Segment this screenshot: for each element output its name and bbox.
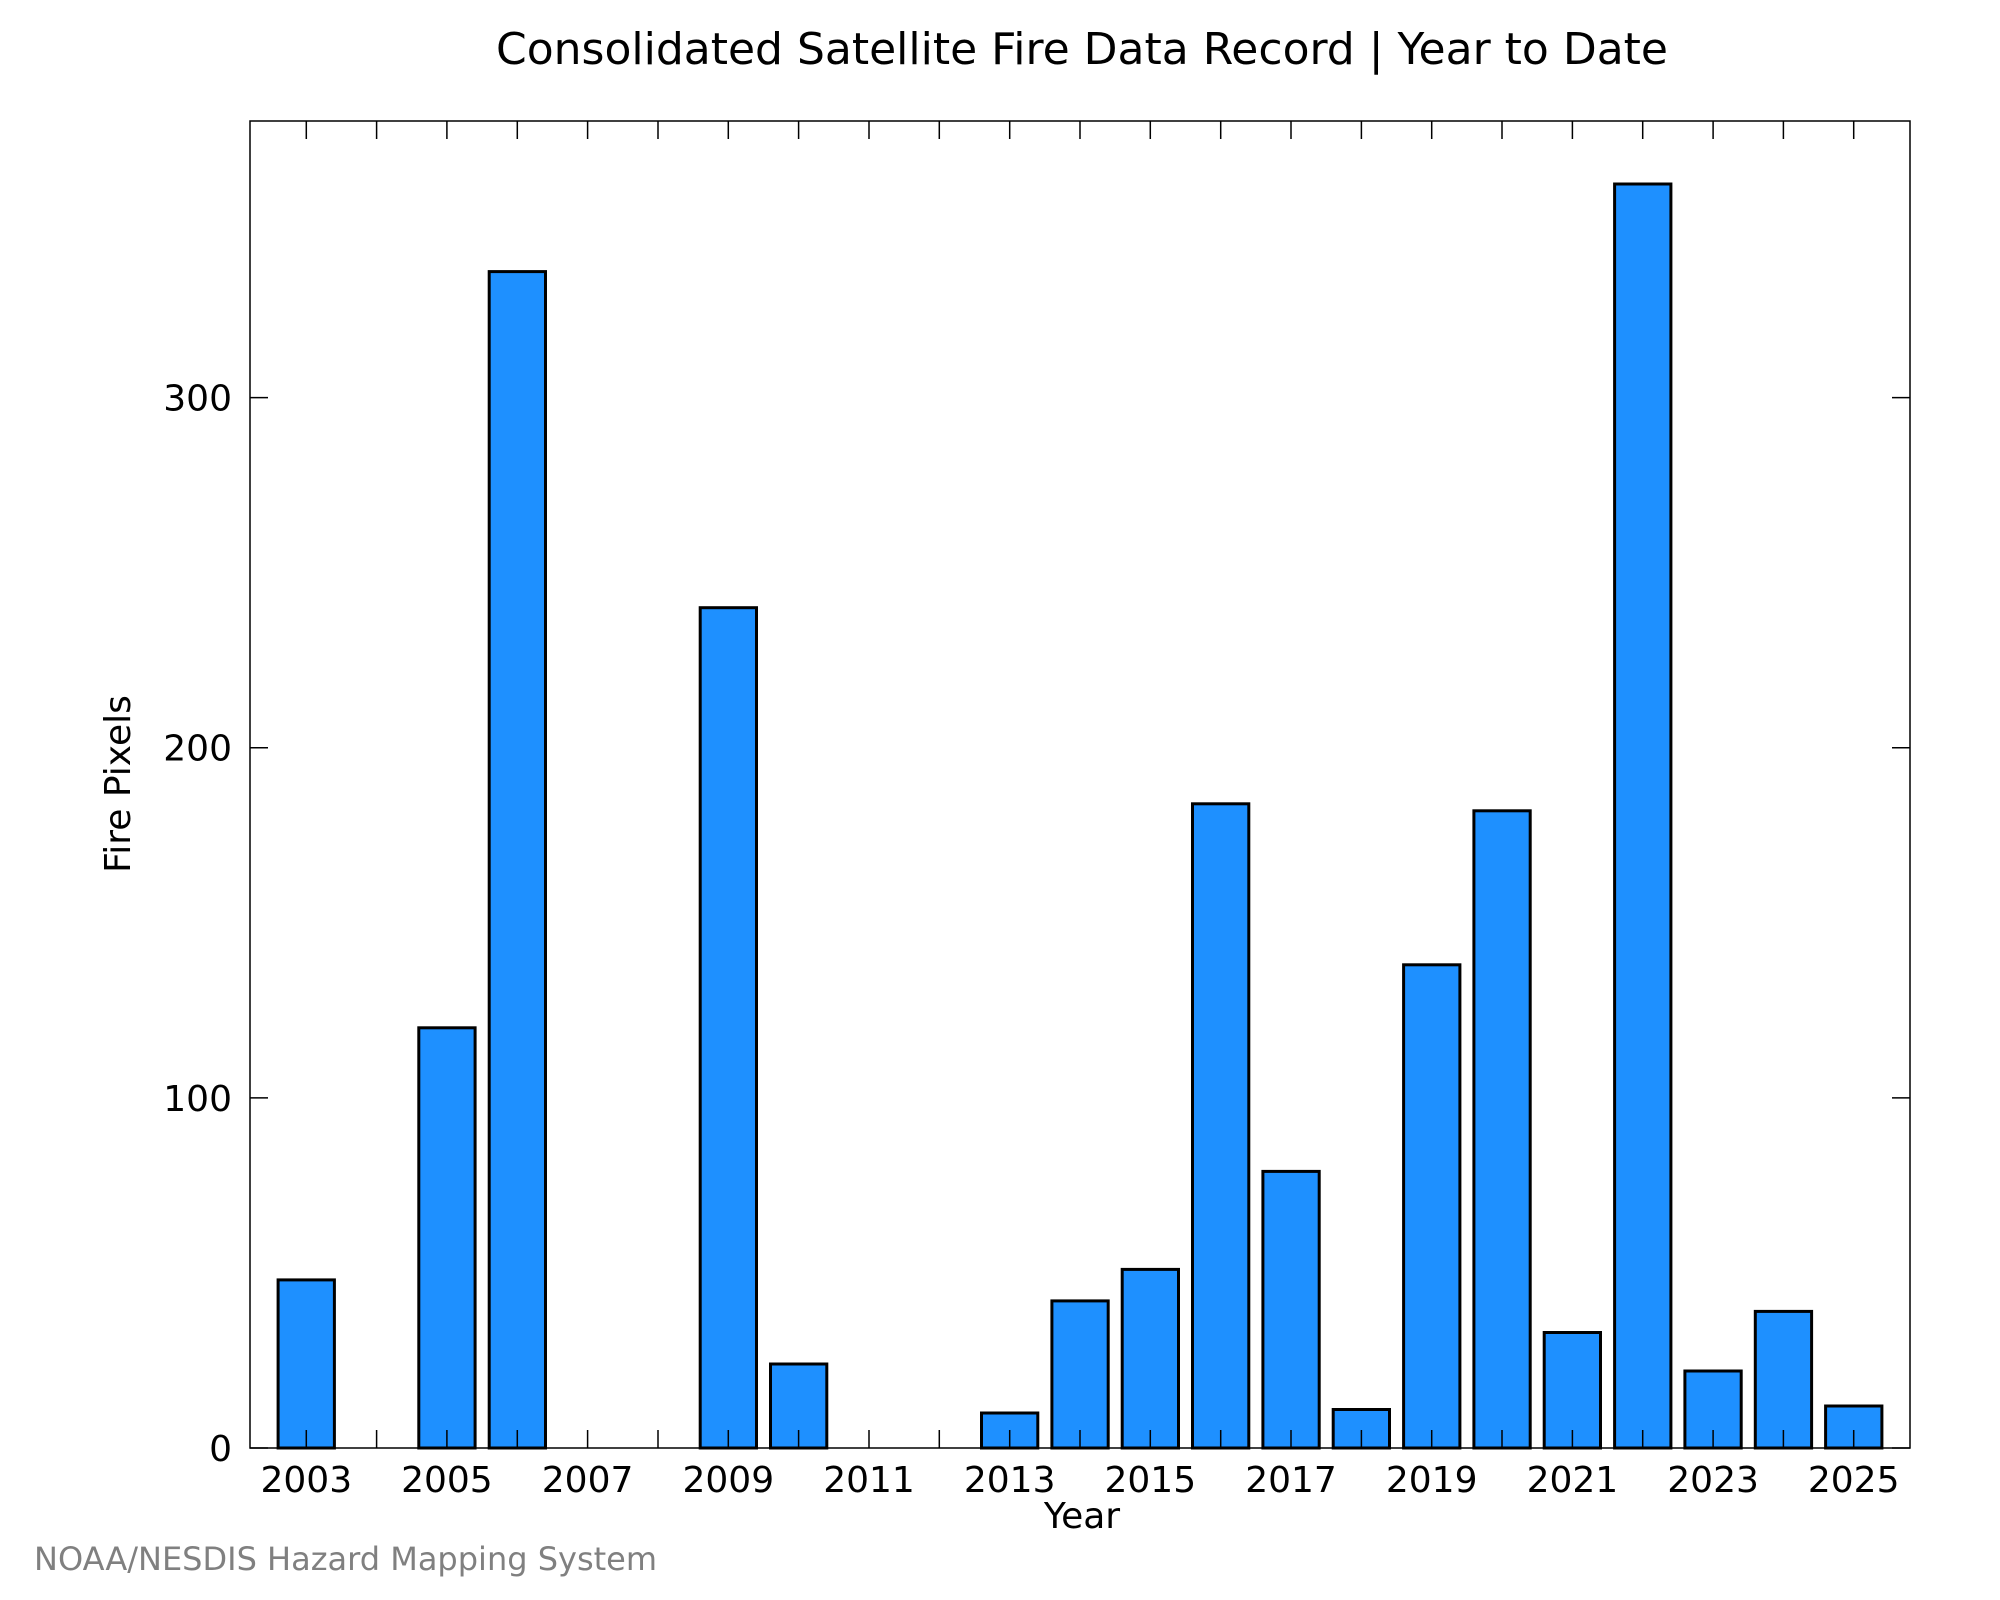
x-axis-label: Year <box>1043 1496 1120 1537</box>
plot-frame <box>249 120 1911 1449</box>
x-tick-label-2005: 2005 <box>401 1460 493 1501</box>
bar-2016 <box>1191 802 1251 1450</box>
x-tick-label-2023: 2023 <box>1667 1460 1759 1501</box>
bars <box>276 182 1884 1450</box>
y-axis-label: Fire Pixels <box>98 695 139 873</box>
x-tick-label-2019: 2019 <box>1386 1460 1478 1501</box>
bar-2005 <box>417 1026 477 1450</box>
bar-2024 <box>1753 1309 1814 1450</box>
x-tick-label-2025: 2025 <box>1808 1460 1900 1501</box>
x-tick-label-2009: 2009 <box>682 1460 774 1501</box>
y-tick-label-300: 300 <box>163 379 232 420</box>
bar-2009 <box>698 606 759 1450</box>
bar-2017 <box>1261 1169 1321 1450</box>
y-tick-label-0: 0 <box>209 1429 232 1470</box>
bar-2006 <box>487 270 548 1450</box>
x-tick-label-2013: 2013 <box>964 1460 1056 1501</box>
bar-2015 <box>1120 1267 1180 1450</box>
bar-2020 <box>1472 809 1532 1450</box>
x-tick-label-2017: 2017 <box>1245 1460 1337 1501</box>
x-tick-label-2007: 2007 <box>542 1460 634 1501</box>
axis-ticks <box>250 121 1910 1449</box>
y-tick-label-100: 100 <box>163 1079 232 1120</box>
y-tick-label-200: 200 <box>163 729 232 770</box>
bar-2022 <box>1613 182 1673 1450</box>
credit-text: NOAA/NESDIS Hazard Mapping System <box>34 1540 657 1578</box>
x-tick-label-2021: 2021 <box>1527 1460 1619 1501</box>
x-tick-label-2015: 2015 <box>1104 1460 1196 1501</box>
tick-labels: 2003 2005 2007 2009 2011 2013 2015 2017 2019 2021… <box>163 379 1899 1501</box>
bar-2003 <box>276 1278 336 1450</box>
x-tick-label-2003: 2003 <box>260 1460 352 1501</box>
bar-2019 <box>1402 963 1462 1450</box>
bar-2014 <box>1050 1299 1110 1450</box>
bar-2021 <box>1542 1331 1602 1450</box>
x-tick-label-2011: 2011 <box>823 1460 915 1501</box>
chart-title: Consolidated Satellite Fire Data Record … <box>496 24 1668 75</box>
